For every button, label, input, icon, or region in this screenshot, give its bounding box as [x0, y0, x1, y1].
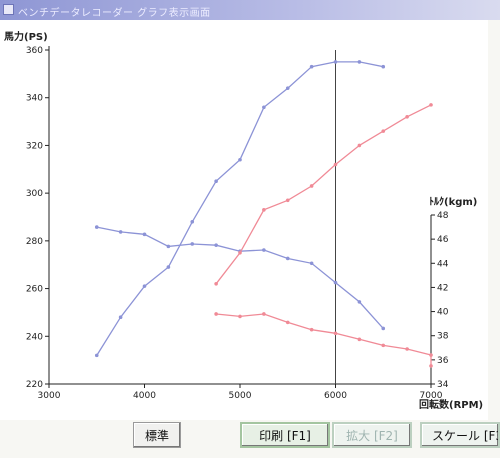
series-4-point [238, 314, 242, 319]
series-2-point [142, 232, 147, 237]
y-left-tick-label: 320 [26, 141, 43, 151]
series-1-point [118, 315, 123, 320]
series-line-4 [216, 313, 432, 366]
standard-button[interactable]: 標準 [133, 422, 181, 448]
series-1-point [381, 64, 386, 69]
series-3-point [285, 198, 290, 203]
series-1-point [142, 284, 147, 288]
y-right-tick-label: 46 [437, 235, 449, 245]
series-1-point [238, 157, 242, 162]
series-2-point [381, 326, 386, 331]
series-3-point [429, 103, 433, 107]
x-tick-label: 6000 [324, 391, 347, 401]
series-4-point [357, 337, 362, 342]
series-2-point [333, 280, 338, 285]
series-1-point [214, 179, 218, 184]
series-3-point [262, 208, 266, 212]
chart-axes: 220 240 260 280 300 320 340 360 34 36 38 40 42 44 46 48… [26, 46, 449, 401]
y-right-tick-label: 44 [437, 259, 449, 269]
x-axis-label: 回転数(RPM) [419, 398, 483, 411]
y-right-tick-label: 36 [437, 356, 449, 366]
y-right-tick-label: 42 [437, 283, 448, 293]
series-1-point [94, 353, 99, 358]
series-2-point [166, 244, 171, 249]
series-4-point [429, 364, 433, 368]
series-3-point [381, 129, 386, 133]
chart-series [94, 60, 433, 368]
series-3-point [214, 282, 218, 286]
series-3-point [309, 184, 314, 188]
series-4-point [429, 353, 433, 357]
series-1-point [333, 60, 338, 64]
scale-button[interactable]: スケール [F3] [420, 422, 500, 448]
y-left-tick-label: 240 [26, 332, 43, 342]
series-4-point [214, 312, 218, 316]
series-1-point [166, 265, 171, 269]
title-bar: ベンチデータレコーダー グラフ表示画面 [0, 0, 500, 20]
series-4-point [285, 320, 290, 325]
y-right-axis-label: ﾄﾙｸ(kgm) [429, 196, 477, 208]
series-3-point [405, 115, 409, 119]
series-3-point [333, 162, 338, 167]
y-right-tick-label: 34 [437, 380, 449, 390]
print-button[interactable]: 印刷 [F1] [240, 422, 330, 448]
y-left-tick-label: 360 [26, 46, 43, 56]
series-1-point [190, 219, 195, 224]
plot-area-background [0, 20, 488, 420]
app-icon [3, 4, 14, 15]
series-1-point [357, 60, 362, 64]
series-1-point [262, 105, 266, 110]
series-4-point [381, 343, 386, 348]
y-left-tick-label: 280 [26, 237, 43, 247]
y-left-tick-label: 340 [26, 94, 43, 104]
y-left-axis-label: 馬力(PS) [4, 30, 48, 43]
window-title: ベンチデータレコーダー グラフ表示画面 [18, 8, 211, 19]
series-4-point [405, 347, 409, 351]
x-tick-label: 3000 [38, 391, 61, 401]
series-2-point [309, 261, 314, 266]
y-left-tick-label: 220 [26, 380, 43, 390]
x-tick-label: 4000 [133, 391, 156, 401]
y-right-tick-label: 40 [437, 308, 449, 318]
series-4-point [309, 327, 314, 332]
x-tick-label: 7000 [420, 391, 443, 401]
series-4-point [333, 331, 338, 336]
x-tick-label: 5000 [229, 391, 252, 401]
series-1-point [285, 86, 290, 90]
series-1-point [309, 64, 314, 69]
series-2-point [285, 256, 290, 261]
series-3-point [238, 250, 242, 255]
zoom-button[interactable]: 拡大 [F2] [332, 422, 412, 448]
y-right-tick-label: 38 [437, 332, 449, 342]
series-line-2 [96, 226, 384, 329]
series-2-point [94, 225, 99, 229]
y-right-tick-label: 48 [437, 211, 449, 221]
series-2-point [190, 242, 195, 246]
y-left-tick-label: 260 [26, 285, 43, 295]
series-2-point [118, 230, 123, 234]
series-4-point [262, 312, 266, 316]
series-2-point [214, 243, 218, 247]
y-left-tick-label: 300 [26, 189, 43, 199]
series-2-point [262, 248, 266, 252]
series-line-1 [96, 61, 384, 356]
series-line-3 [215, 104, 432, 285]
series-3-point [357, 143, 362, 148]
series-2-point [357, 300, 362, 304]
